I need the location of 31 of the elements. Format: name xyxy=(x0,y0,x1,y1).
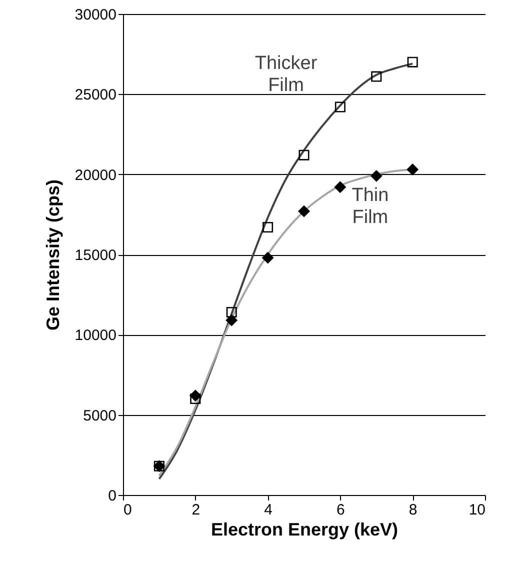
point xyxy=(189,390,202,402)
point xyxy=(370,170,382,182)
x-tick-label: 10 xyxy=(468,502,486,518)
point xyxy=(226,306,237,318)
y-tick-label: 30000 xyxy=(74,6,116,24)
point xyxy=(190,394,201,404)
x-tick-label: 6 xyxy=(336,502,345,518)
y-axis-title: Ge Intensity (cps) xyxy=(42,179,63,331)
y-tick-label: 10000 xyxy=(74,327,116,344)
y-tick-label: 5000 xyxy=(83,407,116,424)
point xyxy=(262,252,274,264)
point xyxy=(226,314,238,326)
point xyxy=(406,164,419,176)
x-tick-label: 8 xyxy=(408,502,418,518)
point xyxy=(298,205,310,218)
point xyxy=(262,222,274,233)
point xyxy=(298,150,310,160)
x-tick-label: 4 xyxy=(264,502,272,518)
series-label: Thicker Film xyxy=(254,53,318,96)
point xyxy=(371,71,382,82)
y-tick-label: 25000 xyxy=(74,86,116,104)
series-label: Thin Film xyxy=(352,185,389,228)
x-tick-label: 2 xyxy=(192,502,200,518)
x-axis-title: Electron Energy (keV) xyxy=(210,520,398,540)
point xyxy=(334,102,346,112)
point xyxy=(334,181,346,194)
x-tick-label: 0 xyxy=(124,502,132,518)
y-tick-label: 15000 xyxy=(74,247,116,264)
y-tick-label: 0 xyxy=(108,488,116,504)
y-tick-label: 20000 xyxy=(74,166,116,184)
point xyxy=(407,56,418,68)
